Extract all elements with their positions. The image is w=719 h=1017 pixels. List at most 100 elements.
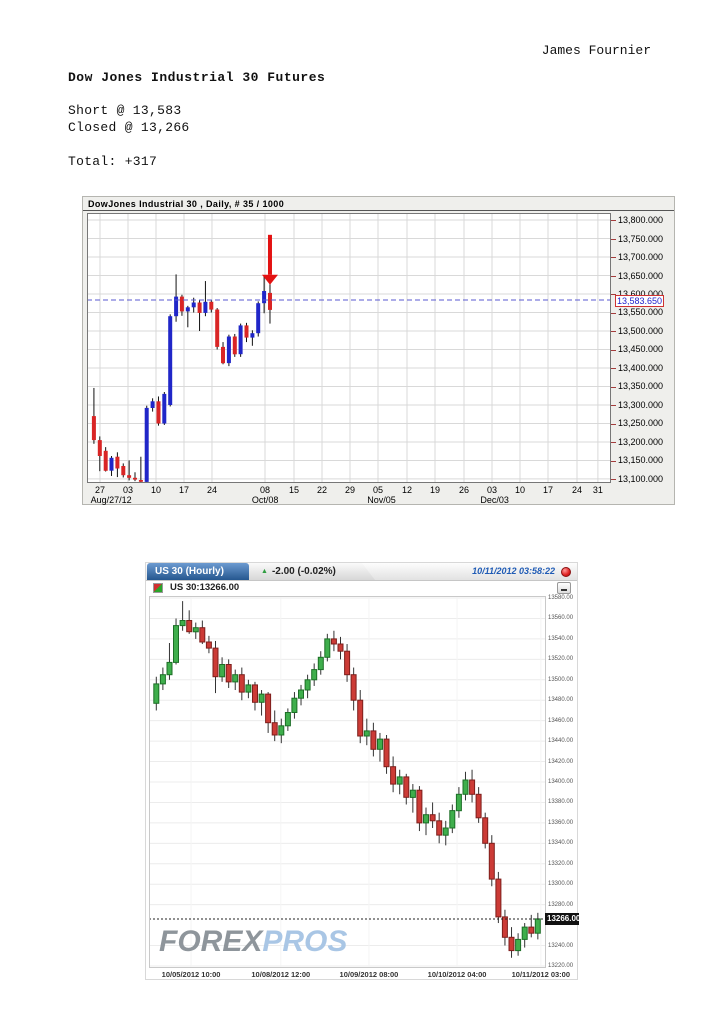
x-axis-day-label: 03 <box>122 485 133 495</box>
candle <box>383 734 390 774</box>
candle <box>396 769 403 795</box>
candle <box>357 690 364 744</box>
y-axis-label: 13380.00 <box>548 799 574 806</box>
x-axis-month-label: Nov/05 <box>367 495 396 505</box>
x-axis-day-label: 03 <box>486 485 497 495</box>
candle <box>238 323 243 357</box>
x-axis-time-label: 10/10/2012 04:00 <box>427 970 487 979</box>
candle <box>501 909 508 946</box>
candle <box>133 472 137 482</box>
candle <box>168 314 173 407</box>
total-line: Total: +317 <box>68 154 158 169</box>
minimize-button[interactable] <box>557 582 571 594</box>
candle <box>311 663 318 686</box>
x-axis-day-label: 10 <box>150 485 162 495</box>
change-badge: ▲ -2.00 (-0.02%) <box>249 563 375 580</box>
candle <box>197 299 202 331</box>
candle <box>258 690 265 716</box>
y-axis-label: 13,350.000 <box>611 381 663 391</box>
candle <box>495 871 502 924</box>
axis-tick <box>611 238 616 240</box>
axis-tick <box>611 349 616 351</box>
candle <box>462 771 469 801</box>
x-axis-time-label: 10/11/2012 03:00 <box>511 970 571 979</box>
candle <box>298 684 304 706</box>
candle <box>370 722 377 757</box>
hourly-chart-x-axis: 10/05/2012 10:00 10/08/2012 12:00 10/09/20… <box>149 970 570 982</box>
x-axis-time-label: 10/08/2012 12:00 <box>251 970 311 979</box>
y-axis-label: 13480.00 <box>548 697 574 704</box>
candle <box>324 633 331 662</box>
candle <box>156 396 161 426</box>
candle <box>179 601 186 631</box>
x-axis-day-label: 22 <box>316 485 328 495</box>
y-axis-label: 13,150.000 <box>611 455 663 465</box>
x-axis-day-label: 19 <box>429 485 440 495</box>
candle <box>344 644 351 682</box>
candle <box>173 618 179 665</box>
x-axis-time-label: 10/09/2012 08:00 <box>339 970 399 979</box>
candle <box>304 674 311 699</box>
candle <box>291 692 298 719</box>
up-triangle-icon: ▲ <box>261 568 268 575</box>
candle <box>423 807 429 836</box>
y-axis-label: 13,600.000 <box>611 289 663 299</box>
y-axis-label: 13220.00 <box>548 962 574 969</box>
candle <box>268 279 272 324</box>
axis-tick <box>611 386 616 388</box>
series-color-icon <box>153 583 163 593</box>
candle <box>377 732 383 762</box>
candle <box>250 330 255 346</box>
sell-arrow-icon <box>261 234 278 285</box>
y-axis-label: 13460.00 <box>548 717 574 724</box>
candle <box>469 769 476 803</box>
candle <box>215 308 220 350</box>
daily-chart-title: DowJones Industrial 30 , Daily, # 35 / 1… <box>83 197 674 211</box>
chart-legend-row: US 30:13266.00 <box>146 581 577 596</box>
axis-tick <box>611 275 616 277</box>
x-axis-day-label: 17 <box>542 485 554 495</box>
y-axis-label: 13500.00 <box>548 676 574 683</box>
candle <box>221 342 225 365</box>
instrument-tab[interactable]: US 30 (Hourly) <box>147 563 249 580</box>
candle <box>159 667 166 691</box>
hourly-chart-plot: FOREXPROS <box>149 596 546 968</box>
axis-tick <box>611 294 616 296</box>
candle <box>245 679 252 699</box>
y-axis-label: 13420.00 <box>548 758 574 765</box>
candle <box>212 640 219 694</box>
candle <box>409 784 416 813</box>
short-price-axis-label: 13,583.650 <box>615 294 665 307</box>
y-axis-label: 13540.00 <box>548 635 574 642</box>
x-axis-month-label: Oct/08 <box>251 495 279 505</box>
candle <box>203 281 208 317</box>
candle <box>330 630 337 652</box>
change-value: -2.00 (-0.02%) <box>271 566 336 577</box>
x-axis-time-label: 10/05/2012 10:00 <box>161 970 221 979</box>
y-axis-label: 13440.00 <box>548 738 574 745</box>
y-axis-label: 13,200.000 <box>611 437 663 447</box>
x-axis-day-label: 17 <box>178 485 189 495</box>
candle <box>185 305 190 328</box>
axis-tick <box>611 442 616 444</box>
candle <box>209 300 214 313</box>
y-axis-label: 13580.00 <box>548 595 574 602</box>
x-axis-day-label: 10 <box>514 485 525 495</box>
candle <box>97 436 102 472</box>
x-axis-day-label: 15 <box>288 485 299 495</box>
record-dot-icon[interactable] <box>561 567 571 577</box>
candle <box>278 718 285 744</box>
axis-tick <box>611 312 616 314</box>
candle <box>232 669 239 691</box>
candle <box>521 923 528 948</box>
y-axis-label: 13560.00 <box>548 615 574 622</box>
x-axis-month-label: Aug/27/12 <box>90 495 132 505</box>
candle <box>109 456 114 476</box>
candle <box>256 301 261 337</box>
chart-timestamp: 10/11/2012 03:58:22 <box>472 566 555 576</box>
y-axis-label: 13360.00 <box>548 819 574 826</box>
x-axis-day-label: 05 <box>372 485 383 495</box>
candle <box>238 667 245 701</box>
candle <box>350 667 357 711</box>
candle <box>337 636 344 660</box>
